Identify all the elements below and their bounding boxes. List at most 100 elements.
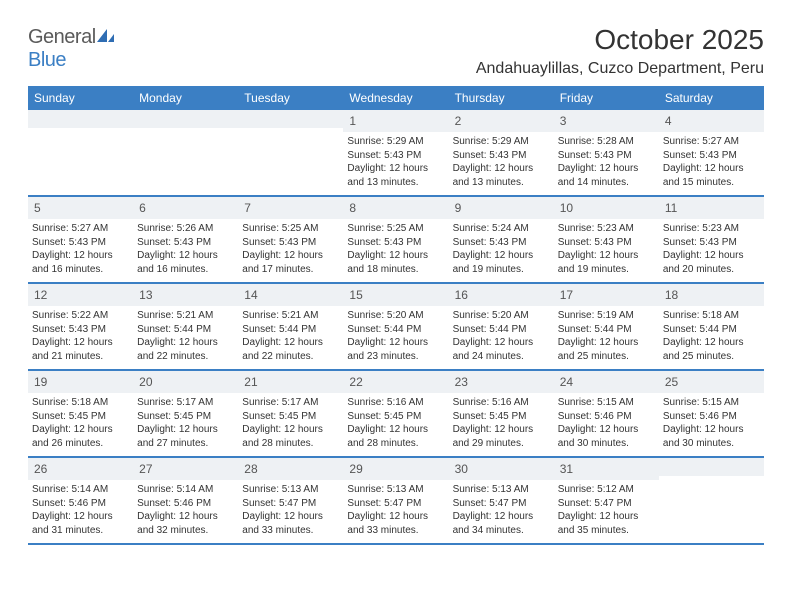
calendar-day: 5Sunrise: 5:27 AMSunset: 5:43 PMDaylight… bbox=[28, 197, 133, 282]
day-info: Sunrise: 5:13 AMSunset: 5:47 PMDaylight:… bbox=[453, 483, 550, 537]
sunset-line: Sunset: 5:47 PM bbox=[347, 497, 444, 511]
day-number-row bbox=[238, 110, 343, 128]
day-info: Sunrise: 5:25 AMSunset: 5:43 PMDaylight:… bbox=[242, 222, 339, 276]
sunset-line: Sunset: 5:44 PM bbox=[137, 323, 234, 337]
sunrise-line: Sunrise: 5:25 AM bbox=[242, 222, 339, 236]
day-number-row: 22 bbox=[343, 371, 448, 393]
calendar-day: 16Sunrise: 5:20 AMSunset: 5:44 PMDayligh… bbox=[449, 284, 554, 369]
daylight-line1: Daylight: 12 hours bbox=[32, 249, 129, 263]
calendar-day: 3Sunrise: 5:28 AMSunset: 5:43 PMDaylight… bbox=[554, 110, 659, 195]
day-number-row: 11 bbox=[659, 197, 764, 219]
sunset-line: Sunset: 5:45 PM bbox=[137, 410, 234, 424]
calendar-day: 8Sunrise: 5:25 AMSunset: 5:43 PMDaylight… bbox=[343, 197, 448, 282]
daylight-line2: and 15 minutes. bbox=[663, 176, 760, 190]
daylight-line1: Daylight: 12 hours bbox=[242, 249, 339, 263]
daylight-line1: Daylight: 12 hours bbox=[137, 423, 234, 437]
sunrise-line: Sunrise: 5:23 AM bbox=[558, 222, 655, 236]
daylight-line1: Daylight: 12 hours bbox=[347, 423, 444, 437]
day-number-row: 29 bbox=[343, 458, 448, 480]
sunset-line: Sunset: 5:43 PM bbox=[242, 236, 339, 250]
daylight-line1: Daylight: 12 hours bbox=[347, 249, 444, 263]
daylight-line2: and 16 minutes. bbox=[137, 263, 234, 277]
calendar-day: 4Sunrise: 5:27 AMSunset: 5:43 PMDaylight… bbox=[659, 110, 764, 195]
sunrise-line: Sunrise: 5:15 AM bbox=[663, 396, 760, 410]
daylight-line2: and 16 minutes. bbox=[32, 263, 129, 277]
calendar-day: 13Sunrise: 5:21 AMSunset: 5:44 PMDayligh… bbox=[133, 284, 238, 369]
sunset-line: Sunset: 5:46 PM bbox=[137, 497, 234, 511]
sunrise-line: Sunrise: 5:17 AM bbox=[137, 396, 234, 410]
sunset-line: Sunset: 5:43 PM bbox=[558, 236, 655, 250]
sunset-line: Sunset: 5:43 PM bbox=[663, 236, 760, 250]
day-info: Sunrise: 5:21 AMSunset: 5:44 PMDaylight:… bbox=[242, 309, 339, 363]
calendar-day: 9Sunrise: 5:24 AMSunset: 5:43 PMDaylight… bbox=[449, 197, 554, 282]
daylight-line2: and 23 minutes. bbox=[347, 350, 444, 364]
calendar-day: 28Sunrise: 5:13 AMSunset: 5:47 PMDayligh… bbox=[238, 458, 343, 543]
day-info: Sunrise: 5:24 AMSunset: 5:43 PMDaylight:… bbox=[453, 222, 550, 276]
sunset-line: Sunset: 5:46 PM bbox=[663, 410, 760, 424]
daylight-line1: Daylight: 12 hours bbox=[453, 249, 550, 263]
calendar-day: 7 Sunrise: 5:25 AMSunset: 5:43 PMDaylight… bbox=[238, 197, 343, 282]
daylight-line2: and 24 minutes. bbox=[453, 350, 550, 364]
daylight-line2: and 18 minutes. bbox=[347, 263, 444, 277]
day-number-row: 12 bbox=[28, 284, 133, 306]
day-number: 23 bbox=[455, 375, 468, 389]
calendar: SundayMondayTuesdayWednesdayThursdayFrid… bbox=[28, 86, 764, 545]
calendar-day: 11Sunrise: 5:23 AMSunset: 5:43 PMDayligh… bbox=[659, 197, 764, 282]
daylight-line2: and 29 minutes. bbox=[453, 437, 550, 451]
calendar-day: 14Sunrise: 5:21 AMSunset: 5:44 PMDayligh… bbox=[238, 284, 343, 369]
brand-part2: Blue bbox=[28, 49, 66, 71]
calendar-body: 1Sunrise: 5:29 AMSunset: 5:43 PMDaylight… bbox=[28, 110, 764, 545]
daylight-line1: Daylight: 12 hours bbox=[137, 510, 234, 524]
sunset-line: Sunset: 5:43 PM bbox=[32, 236, 129, 250]
sunrise-line: Sunrise: 5:13 AM bbox=[242, 483, 339, 497]
sunset-line: Sunset: 5:43 PM bbox=[663, 149, 760, 163]
sunset-line: Sunset: 5:46 PM bbox=[558, 410, 655, 424]
day-info: Sunrise: 5:19 AMSunset: 5:44 PMDaylight:… bbox=[558, 309, 655, 363]
day-number: 2 bbox=[455, 114, 462, 128]
day-number: 4 bbox=[665, 114, 672, 128]
daylight-line2: and 30 minutes. bbox=[558, 437, 655, 451]
daylight-line2: and 32 minutes. bbox=[137, 524, 234, 538]
day-number: 31 bbox=[560, 462, 573, 476]
day-number-row bbox=[659, 458, 764, 476]
calendar-day: 10Sunrise: 5:23 AMSunset: 5:43 PMDayligh… bbox=[554, 197, 659, 282]
day-number: 24 bbox=[560, 375, 573, 389]
day-number-row: 20 bbox=[133, 371, 238, 393]
location-subtitle: Andahuaylillas, Cuzco Department, Peru bbox=[476, 60, 764, 78]
day-number: 7 bbox=[244, 201, 251, 215]
calendar-day: 26Sunrise: 5:14 AMSunset: 5:46 PMDayligh… bbox=[28, 458, 133, 543]
day-number-row: 26 bbox=[28, 458, 133, 480]
day-number: 21 bbox=[244, 375, 257, 389]
day-info: Sunrise: 5:23 AMSunset: 5:43 PMDaylight:… bbox=[558, 222, 655, 276]
daylight-line1: Daylight: 12 hours bbox=[32, 510, 129, 524]
sunrise-line: Sunrise: 5:15 AM bbox=[558, 396, 655, 410]
daylight-line2: and 13 minutes. bbox=[453, 176, 550, 190]
day-number: 3 bbox=[560, 114, 567, 128]
sunrise-line: Sunrise: 5:17 AM bbox=[242, 396, 339, 410]
sunrise-line: Sunrise: 5:21 AM bbox=[137, 309, 234, 323]
day-name-cell: Wednesday bbox=[343, 86, 448, 110]
day-number: 12 bbox=[34, 288, 47, 302]
day-number: 1 bbox=[349, 114, 356, 128]
day-number: 17 bbox=[560, 288, 573, 302]
daylight-line2: and 20 minutes. bbox=[663, 263, 760, 277]
calendar-day: 18Sunrise: 5:18 AMSunset: 5:44 PMDayligh… bbox=[659, 284, 764, 369]
calendar-day: 15Sunrise: 5:20 AMSunset: 5:44 PMDayligh… bbox=[343, 284, 448, 369]
day-number-row: 18 bbox=[659, 284, 764, 306]
sunset-line: Sunset: 5:44 PM bbox=[663, 323, 760, 337]
day-number-row: 28 bbox=[238, 458, 343, 480]
daylight-line1: Daylight: 12 hours bbox=[453, 336, 550, 350]
day-info: Sunrise: 5:16 AMSunset: 5:45 PMDaylight:… bbox=[347, 396, 444, 450]
day-number: 6 bbox=[139, 201, 146, 215]
sunrise-line: Sunrise: 5:19 AM bbox=[558, 309, 655, 323]
calendar-day: 21Sunrise: 5:17 AMSunset: 5:45 PMDayligh… bbox=[238, 371, 343, 456]
calendar-day: 17 Sunrise: 5:19 AMSunset: 5:44 PMDayligh… bbox=[554, 284, 659, 369]
day-name-cell: Sunday bbox=[28, 86, 133, 110]
day-number-row: 31 bbox=[554, 458, 659, 480]
calendar-day: 20 Sunrise: 5:17 AMSunset: 5:45 PMDayligh… bbox=[133, 371, 238, 456]
daylight-line2: and 25 minutes. bbox=[558, 350, 655, 364]
daylight-line1: Daylight: 12 hours bbox=[663, 249, 760, 263]
day-number-row: 16 bbox=[449, 284, 554, 306]
daylight-line1: Daylight: 12 hours bbox=[453, 162, 550, 176]
daylight-line2: and 26 minutes. bbox=[32, 437, 129, 451]
